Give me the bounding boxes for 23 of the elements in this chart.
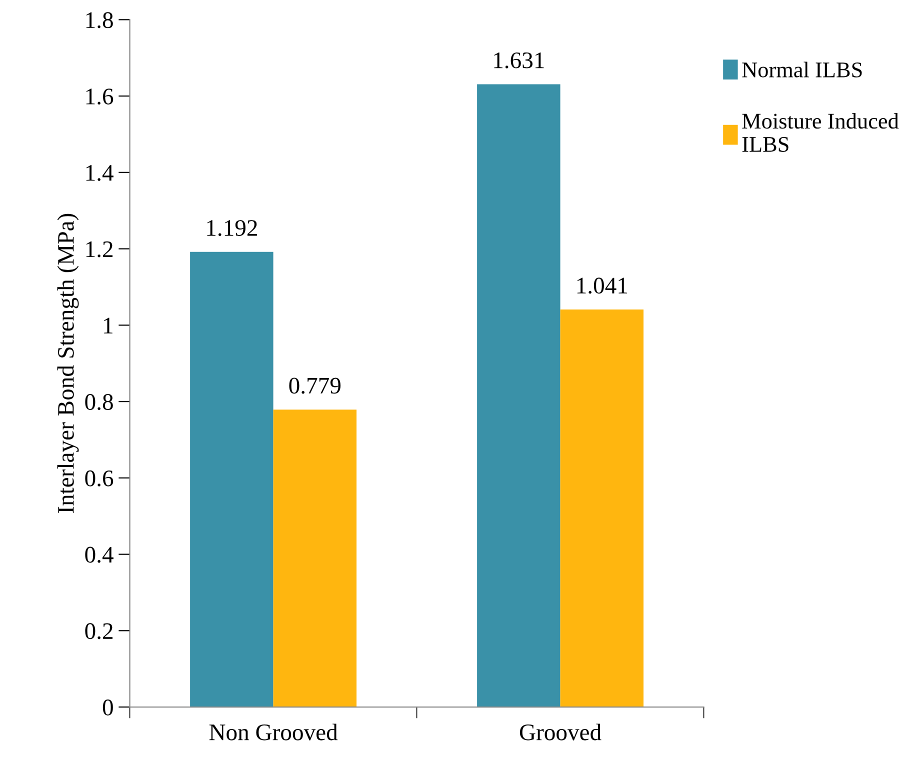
data-label: 1.631 — [494, 52, 544, 68]
y-tick-label: 0.4 — [85, 546, 114, 563]
y-tick-label: 0.8 — [85, 394, 113, 410]
y-tick-label: 0 — [102, 700, 113, 716]
x-tick-label: Grooved — [520, 724, 602, 740]
x-tick-label: Non Grooved — [209, 724, 338, 740]
y-tick-label: 1.2 — [86, 241, 113, 258]
bar — [273, 410, 357, 708]
y-tick-label: 1 — [104, 318, 112, 334]
y-tick-label: 0.2 — [85, 623, 113, 640]
y-tick-label: 0.6 — [85, 470, 114, 486]
legend-label: Normal ILBS — [742, 62, 862, 78]
y-tick-label: 1.4 — [86, 165, 114, 181]
legend-label: Moisture Induced ILBS — [742, 113, 899, 152]
y-axis-title: Interlayer Bond Strength (MPa) — [57, 214, 79, 513]
data-label: 1.192 — [207, 220, 257, 236]
y-tick-label: 1.8 — [86, 12, 113, 28]
bar — [190, 252, 274, 708]
y-tick-label: 1.6 — [86, 88, 114, 105]
data-label: 0.779 — [289, 378, 340, 394]
data-label: 1.041 — [577, 278, 628, 294]
bar — [477, 84, 560, 708]
bar — [560, 310, 644, 708]
